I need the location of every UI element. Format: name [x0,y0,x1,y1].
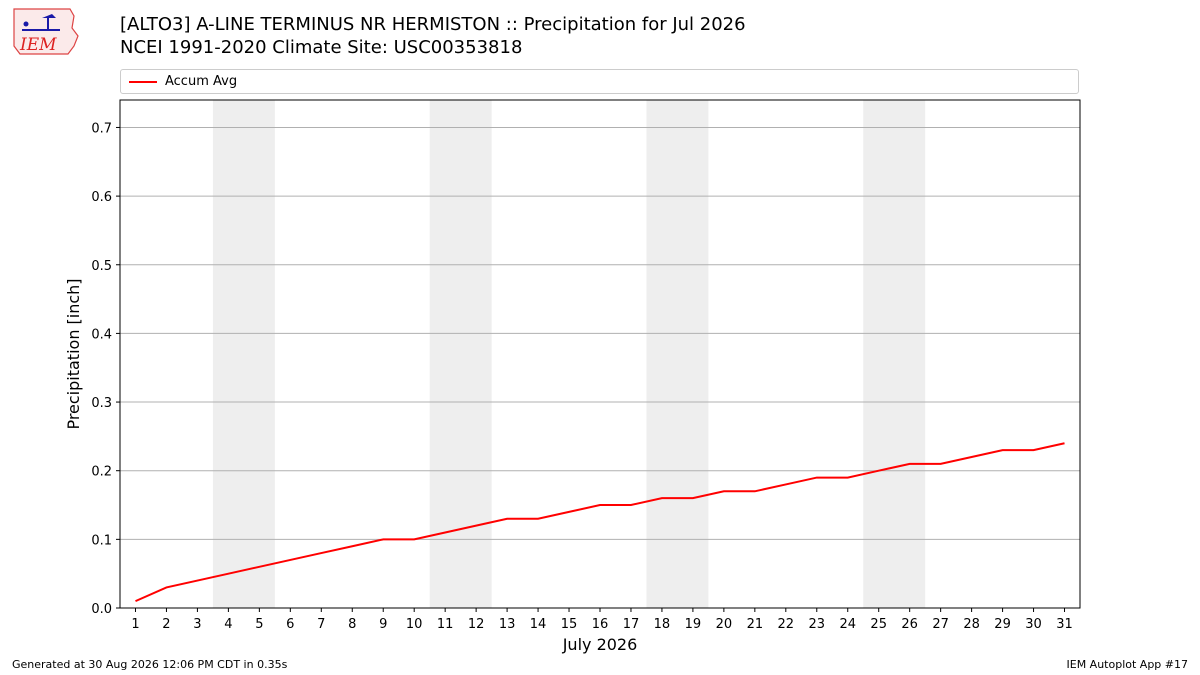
weather-station-icon [22,14,60,31]
title-line-1: [ALTO3] A-LINE TERMINUS NR HERMISTON :: … [120,14,746,35]
y-axis-label: Precipitation [inch] [64,278,83,429]
x-axis-label: July 2026 [562,635,638,654]
x-tick-label: 31 [1056,617,1073,632]
weekend-band-3 [646,100,709,608]
chart-title: [ALTO3] A-LINE TERMINUS NR HERMISTON :: … [120,13,746,59]
generated-timestamp: Generated at 30 Aug 2026 12:06 PM CDT in… [12,658,288,671]
x-tick-label: 3 [193,617,201,632]
legend-label-accum-avg: Accum Avg [165,74,238,89]
x-tick-label: 7 [317,617,325,632]
x-tick-label: 13 [499,617,516,632]
x-tick-label: 23 [809,617,826,632]
x-tick-label: 2 [162,617,170,632]
x-tick-label: 10 [406,617,423,632]
x-tick-label: 15 [561,617,578,632]
x-tick-label: 11 [437,617,454,632]
x-tick-label: 5 [255,617,263,632]
weekend-band-2 [429,100,492,608]
weekend-band-4 [863,100,926,608]
y-tick-label: 0.6 [91,190,112,205]
y-tick-label: 0.7 [91,121,112,136]
series-line-accum-avg [135,442,1065,603]
iem-logo: IEM [13,8,79,55]
x-tick-label: 18 [654,617,671,632]
plot-frame [119,99,1081,609]
y-tick-label: 0.4 [91,327,112,342]
logo-text: IEM [19,35,57,55]
legend-swatch-accum-avg [129,81,157,83]
x-tick-label: 25 [870,617,887,632]
y-tick-label: 0.1 [91,533,112,548]
x-tick-label: 19 [685,617,702,632]
title-line-2: NCEI 1991-2020 Climate Site: USC00353818 [120,37,523,58]
y-tick-label: 0.0 [91,602,112,617]
y-tick-label: 0.3 [91,396,112,411]
y-tick-label: 0.2 [91,465,112,480]
weekend-band-1 [212,100,275,608]
x-tick-label: 8 [348,617,356,632]
legend: Accum Avg [120,69,1079,94]
x-tick-label: 22 [778,617,795,632]
y-tick-label: 0.5 [91,259,112,274]
x-tick-label: 6 [286,617,294,632]
x-tick-label: 16 [592,617,609,632]
x-tick-label: 1 [131,617,139,632]
x-tick-label: 29 [994,617,1011,632]
x-tick-label: 20 [716,617,733,632]
x-tick-label: 30 [1025,617,1042,632]
x-tick-label: 9 [379,617,387,632]
app-credit: IEM Autoplot App #17 [1066,658,1189,671]
x-tick-label: 24 [839,617,856,632]
x-tick-label: 12 [468,617,485,632]
x-tick-label: 14 [530,617,547,632]
x-tick-label: 28 [963,617,980,632]
x-tick-label: 4 [224,617,232,632]
x-tick-label: 21 [747,617,764,632]
x-tick-label: 27 [932,617,949,632]
x-tick-label: 26 [901,617,918,632]
x-tick-label: 17 [623,617,640,632]
